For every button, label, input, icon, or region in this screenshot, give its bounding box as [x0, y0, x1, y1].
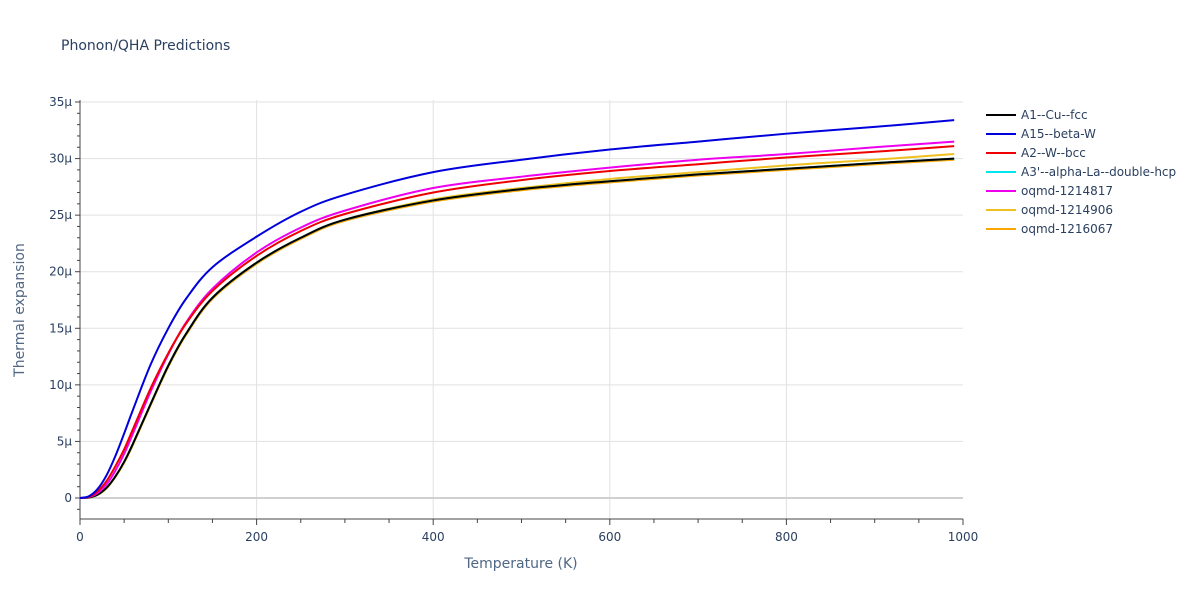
legend: A1--Cu--fcc A15--beta-W A2--W--bcc A3'--alp… — [986, 108, 1176, 236]
legend-label: oqmd-1214817 — [1021, 184, 1113, 198]
x-tick-label: 800 — [775, 530, 798, 544]
legend-item[interactable]: oqmd-1214817 — [986, 184, 1113, 198]
legend-label: A15--beta-W — [1021, 127, 1096, 141]
chart-title: Phonon/QHA Predictions — [61, 38, 230, 54]
series-line-a1-cu-fcc[interactable] — [79, 157, 955, 499]
legend-item[interactable]: oqmd-1214906 — [986, 203, 1113, 217]
y-tick-label: 30μ — [49, 152, 72, 166]
x-tick-label: 200 — [245, 530, 268, 544]
legend-item[interactable]: A15--beta-W — [986, 127, 1096, 141]
legend-label: oqmd-1216067 — [1021, 222, 1113, 236]
x-axis-ticks: 0 200 400 600 800 1000 — [76, 519, 978, 544]
series-line-oqmd-1214817[interactable] — [79, 140, 955, 499]
x-axis-title: Temperature (K) — [463, 556, 577, 572]
y-tick-label: 10μ — [49, 378, 72, 392]
x-tick-label: 0 — [76, 530, 84, 544]
x-tick-label: 400 — [422, 530, 445, 544]
x-tick-label: 1000 — [948, 530, 979, 544]
legend-item[interactable]: oqmd-1216067 — [986, 222, 1113, 236]
legend-label: A2--W--bcc — [1021, 146, 1086, 160]
x-tick-label: 600 — [598, 530, 621, 544]
series-line-oqmd-1214906[interactable] — [79, 153, 955, 499]
legend-item[interactable]: A1--Cu--fcc — [986, 108, 1088, 122]
series-line-a15-beta-w[interactable] — [79, 119, 955, 499]
legend-label: oqmd-1214906 — [1021, 203, 1113, 217]
y-axis-ticks: 0 5μ 10μ 15μ 20μ 25μ 30μ 35μ — [49, 95, 80, 510]
series-line-oqmd-1216067[interactable] — [79, 158, 955, 499]
legend-label: A3'--alpha-La--double-hcp — [1021, 165, 1176, 179]
y-tick-label: 5μ — [57, 434, 73, 448]
y-tick-label: 35μ — [49, 95, 72, 109]
plot-area[interactable] — [79, 119, 955, 499]
y-tick-label: 15μ — [49, 321, 72, 335]
y-tick-label: 0 — [64, 491, 72, 505]
y-tick-label: 25μ — [49, 208, 72, 222]
legend-item[interactable]: A2--W--bcc — [986, 146, 1086, 160]
y-axis-title: Thermal expansion — [12, 243, 28, 378]
y-tick-label: 20μ — [49, 265, 72, 279]
legend-item[interactable]: A3'--alpha-La--double-hcp — [986, 165, 1176, 179]
legend-label: A1--Cu--fcc — [1021, 108, 1088, 122]
series-line-a2-w-bcc[interactable] — [79, 145, 955, 499]
